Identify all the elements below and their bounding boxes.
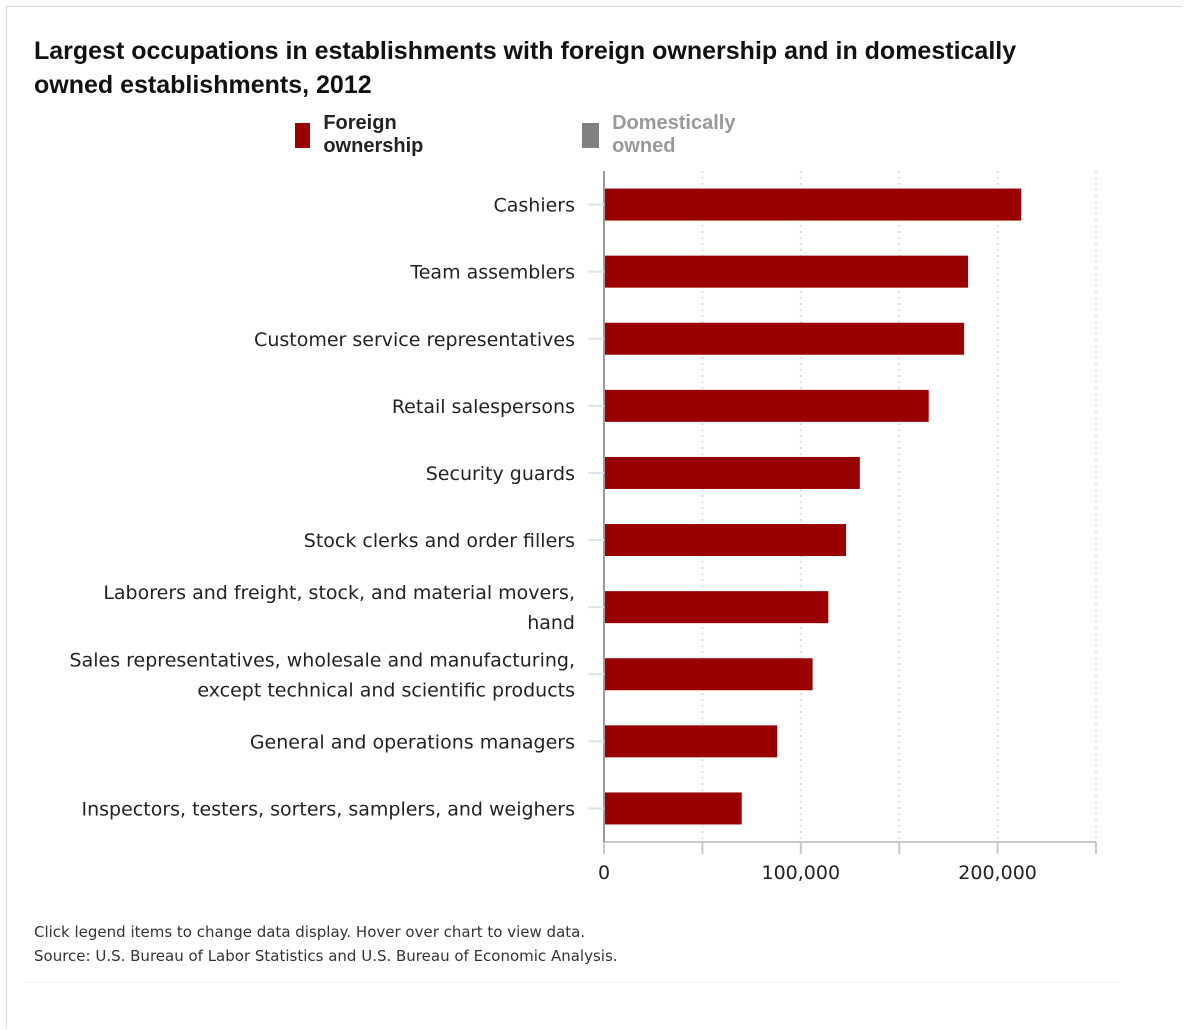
footer-divider — [24, 982, 1120, 983]
category-label: Cashiers — [493, 195, 575, 217]
x-tick-label: 0 — [598, 862, 610, 884]
bar[interactable] — [605, 591, 829, 624]
category-label: Security guards — [426, 463, 575, 485]
chart-footer: Click legend items to change data displa… — [34, 920, 618, 968]
footer-note: Click legend items to change data displa… — [34, 923, 586, 941]
category-label: Stock clerks and order fillers — [304, 530, 575, 552]
bar[interactable] — [605, 725, 778, 758]
x-tick-label: 100,000 — [762, 862, 841, 884]
bar[interactable] — [605, 322, 965, 355]
category-label: Inspectors, testers, sorters, samplers, … — [82, 798, 576, 820]
legend-swatch-foreign-ownership — [295, 122, 311, 148]
bar[interactable] — [605, 524, 847, 557]
category-label: Sales representatives, wholesale and man… — [70, 649, 575, 701]
x-tick-label: 200,000 — [958, 862, 1037, 884]
bar[interactable] — [605, 389, 929, 422]
bar[interactable] — [605, 456, 860, 489]
bar[interactable] — [605, 658, 813, 691]
category-label: Team assemblers — [409, 262, 575, 284]
category-label: Retail salespersons — [392, 396, 575, 418]
legend-item-foreign-ownership[interactable]: Foreign ownership — [295, 112, 433, 157]
legend-label-domestically-owned: Domestically owned — [612, 112, 736, 157]
category-label: Customer service representatives — [254, 329, 575, 351]
bar-chart[interactable]: 0 100,000 200,000 Cashiers Team assemblers Cu… — [0, 0, 1188, 900]
legend-label-foreign-ownership: Foreign ownership — [323, 112, 424, 157]
category-label: General and operations managers — [250, 731, 575, 753]
bar[interactable] — [605, 792, 742, 825]
bar[interactable] — [605, 188, 1022, 221]
category-label: Laborers and freight, stock, and materia… — [103, 582, 575, 634]
legend-item-domestically-owned[interactable]: Domestically owned — [582, 112, 743, 157]
chart-frame — [6, 6, 1182, 1028]
bar[interactable] — [605, 255, 969, 288]
legend-swatch-domestically-owned — [582, 122, 600, 148]
footer-source: Source: U.S. Bureau of Labor Statistics … — [34, 947, 618, 965]
chart-title: Largest occupations in establishments wi… — [34, 37, 1017, 99]
